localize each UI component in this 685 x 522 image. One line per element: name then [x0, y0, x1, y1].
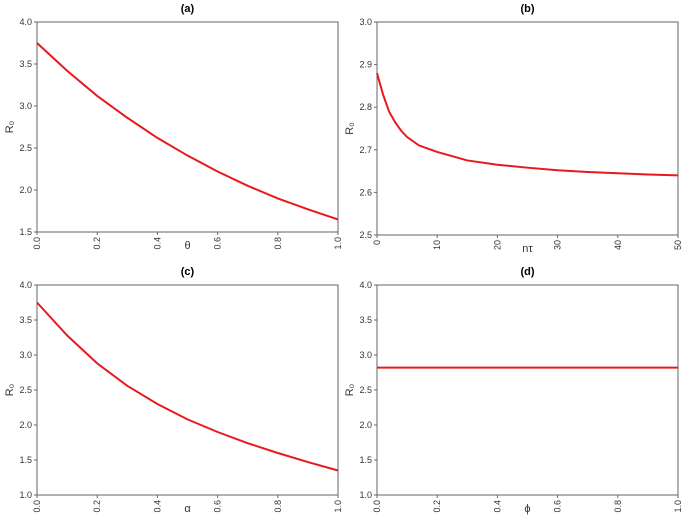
y-tick-label: 2.5 — [359, 385, 372, 395]
y-tick-label: 2.8 — [359, 102, 372, 112]
y-axis-label: R₀ — [4, 384, 16, 397]
x-tick-label: 30 — [553, 240, 563, 250]
x-tick-label: 0.2 — [92, 500, 102, 513]
x-tick-label: 40 — [613, 240, 623, 250]
x-tick-label: 0.0 — [372, 500, 382, 513]
x-tick-label: 0 — [372, 240, 382, 245]
chart-title: (b) — [520, 3, 534, 15]
y-tick-label: 3.0 — [19, 350, 32, 360]
y-tick-label: 1.5 — [359, 455, 372, 465]
x-tick-label: 0.8 — [273, 237, 283, 250]
x-tick-label: 0.8 — [613, 500, 623, 513]
x-axis-label: nτ — [522, 243, 533, 255]
x-tick-label: 10 — [432, 240, 442, 250]
y-tick-label: 1.0 — [19, 490, 32, 500]
x-tick-label: 0.2 — [92, 237, 102, 250]
y-tick-label: 2.7 — [359, 145, 372, 155]
y-tick-label: 3.5 — [19, 315, 32, 325]
y-axis-label: R₀ — [344, 384, 356, 397]
x-tick-label: 0.4 — [152, 500, 162, 513]
chart-title: (c) — [181, 266, 195, 278]
y-tick-label: 2.0 — [19, 185, 32, 195]
y-tick-label: 4.0 — [19, 17, 32, 27]
chart-title: (a) — [181, 3, 195, 15]
x-tick-label: 0.4 — [152, 237, 162, 250]
x-tick-label: 0.6 — [213, 237, 223, 250]
x-axis-label: ϕ — [524, 503, 530, 515]
y-tick-label: 2.0 — [359, 420, 372, 430]
data-line — [36, 42, 339, 221]
y-tick-label: 1.5 — [19, 455, 32, 465]
x-tick-label: 0.0 — [32, 237, 42, 250]
y-tick-label: 2.0 — [19, 420, 32, 430]
x-tick-label: 20 — [492, 240, 502, 250]
y-tick-label: 2.6 — [359, 187, 372, 197]
y-tick-label: 4.0 — [19, 280, 32, 290]
data-line — [376, 72, 679, 177]
y-tick-label: 3.0 — [359, 17, 372, 27]
x-tick-label: 0.6 — [553, 500, 563, 513]
y-tick-label: 3.0 — [359, 350, 372, 360]
plot-frame — [36, 21, 339, 233]
y-tick-label: 2.5 — [19, 143, 32, 153]
x-axis-label: α — [184, 503, 191, 515]
y-tick-label: 2.9 — [359, 60, 372, 70]
x-tick-label: 0.8 — [273, 500, 283, 513]
chart-title: (d) — [520, 266, 534, 278]
plot-frame — [36, 284, 339, 496]
x-tick-label: 0.0 — [32, 500, 42, 513]
x-tick-label: 1.0 — [673, 500, 683, 513]
y-tick-label: 3.5 — [19, 59, 32, 69]
x-tick-label: 0.4 — [492, 500, 502, 513]
x-tick-label: 1.0 — [333, 500, 343, 513]
x-axis-label: θ — [184, 240, 190, 252]
y-tick-label: 1.0 — [359, 490, 372, 500]
data-line — [36, 301, 339, 472]
y-tick-label: 2.5 — [359, 230, 372, 240]
y-tick-label: 2.5 — [19, 385, 32, 395]
y-tick-label: 4.0 — [359, 280, 372, 290]
y-axis-label: R₀ — [4, 121, 16, 134]
x-tick-label: 0.6 — [213, 500, 223, 513]
x-tick-label: 50 — [673, 240, 683, 250]
y-tick-label: 3.0 — [19, 101, 32, 111]
y-tick-label: 1.5 — [19, 227, 32, 237]
x-tick-label: 1.0 — [333, 237, 343, 250]
y-axis-label: R₀ — [344, 122, 356, 135]
x-tick-label: 0.2 — [432, 500, 442, 513]
plot-frame — [376, 21, 679, 236]
y-tick-label: 3.5 — [359, 315, 372, 325]
plot-frame — [376, 284, 679, 496]
